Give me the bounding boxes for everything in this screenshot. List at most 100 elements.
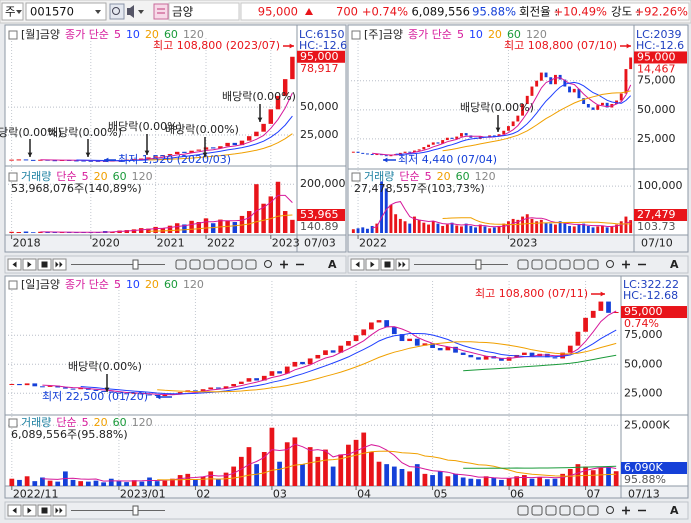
candle	[315, 354, 321, 359]
legend-text: 10	[126, 278, 140, 291]
turnover: +10.49%	[554, 5, 608, 19]
volume-bar	[422, 473, 428, 486]
zoom-icon[interactable]	[606, 260, 614, 268]
annotation: 배당락(0.00%)	[108, 120, 182, 133]
tool-icon[interactable]	[559, 259, 571, 270]
moving-average	[42, 310, 617, 396]
tool-icon[interactable]	[517, 505, 529, 516]
tool-icon[interactable]	[203, 259, 215, 270]
search-button[interactable]	[109, 3, 125, 20]
tool-icon[interactable]	[573, 259, 585, 270]
font-button[interactable]: A	[328, 258, 337, 271]
legend-text: 거래량	[364, 170, 394, 183]
candle	[613, 312, 619, 314]
volume-bar	[346, 444, 351, 486]
volume-bar	[389, 204, 393, 233]
font-button[interactable]: A	[670, 504, 679, 517]
legend-text: 20	[437, 170, 451, 183]
side-label: HC:-12.6	[636, 39, 684, 52]
date-axis	[5, 486, 688, 498]
side-label: HC:-12.6	[299, 39, 347, 52]
tool-icon[interactable]	[587, 259, 599, 270]
candle	[422, 147, 426, 150]
x-tick-label: 03	[273, 488, 287, 501]
candle	[338, 345, 344, 353]
tool-icon[interactable]	[545, 505, 557, 516]
y-tick-label: 25,000	[624, 386, 663, 399]
candle	[353, 335, 359, 342]
volume-bar	[356, 228, 360, 233]
slider-knob[interactable]	[132, 259, 139, 270]
info-button[interactable]	[153, 3, 169, 20]
volume-bar	[539, 219, 543, 233]
candle	[464, 133, 468, 136]
volume-bar	[567, 469, 573, 486]
legend-text: 120	[183, 28, 204, 41]
volume-bar	[154, 481, 160, 486]
volume-bar	[174, 223, 180, 233]
volume-bar	[203, 218, 209, 233]
volume-bar	[431, 221, 435, 233]
candle	[391, 327, 397, 335]
candle	[93, 389, 99, 391]
tool-icon[interactable]	[517, 259, 529, 270]
tool-icon[interactable]	[245, 259, 257, 270]
zoom-icon[interactable]	[606, 506, 614, 514]
volume-bar	[275, 181, 281, 233]
volume-bar	[583, 466, 588, 486]
font-button[interactable]: A	[670, 258, 679, 271]
market-select[interactable]	[1, 2, 24, 21]
code-input[interactable]	[25, 2, 107, 21]
candle	[174, 151, 180, 155]
tool-icon[interactable]	[559, 505, 571, 516]
slider-knob[interactable]	[475, 259, 482, 270]
volume-bar	[407, 471, 412, 486]
moving-average	[395, 81, 632, 155]
side-label: LC:2039	[636, 28, 682, 41]
x-tick-label: 2022	[359, 237, 387, 250]
tool-icon[interactable]	[573, 505, 585, 516]
price-box	[621, 306, 687, 319]
volume-box-label: 53,965	[300, 208, 339, 221]
tool-icon[interactable]	[545, 259, 557, 270]
candle	[52, 160, 58, 162]
x-tick-label: 2022	[207, 237, 235, 250]
x-tick-label: 06	[510, 488, 524, 501]
tool-icon[interactable]	[587, 505, 599, 516]
date-axis	[5, 235, 346, 252]
tool-icon[interactable]	[531, 259, 543, 270]
x-tick-label: 2023	[272, 237, 300, 250]
volume-bar	[193, 479, 198, 486]
nav-icon	[27, 507, 32, 514]
volume-bar	[254, 464, 259, 486]
volume-bar	[478, 224, 482, 233]
candle	[529, 352, 535, 357]
tool-icon[interactable]	[231, 259, 243, 270]
candle	[101, 390, 106, 392]
y-tick-label: 75,000	[624, 328, 663, 341]
sound-button[interactable]	[127, 5, 134, 18]
volume-bar	[55, 481, 61, 486]
volume-bar	[315, 456, 321, 486]
tool-icon[interactable]	[531, 505, 543, 516]
volume-note: 103.73	[637, 220, 676, 233]
volume-bar	[441, 225, 445, 233]
volume-average	[157, 450, 617, 481]
price-box-label: 95,000	[300, 50, 339, 63]
volume-bar	[66, 232, 72, 233]
tool-icon[interactable]	[189, 259, 201, 270]
slider-knob[interactable]	[132, 505, 139, 516]
y-tick-label: 50,000	[637, 103, 676, 116]
y-tick-label: 25,000K	[624, 418, 670, 431]
legend-text: 120	[132, 416, 153, 429]
volume-bar	[23, 231, 29, 233]
tool-icon[interactable]	[217, 259, 229, 270]
volume-bar	[437, 471, 443, 486]
stock-code: 001570	[30, 5, 74, 19]
zoom-icon[interactable]	[264, 260, 272, 268]
candle	[492, 135, 496, 137]
candle	[300, 361, 305, 365]
tool-icon[interactable]	[175, 259, 187, 270]
annotation: 배당락(0.00%)	[68, 360, 142, 373]
legend-text: [주]금양	[364, 28, 403, 41]
